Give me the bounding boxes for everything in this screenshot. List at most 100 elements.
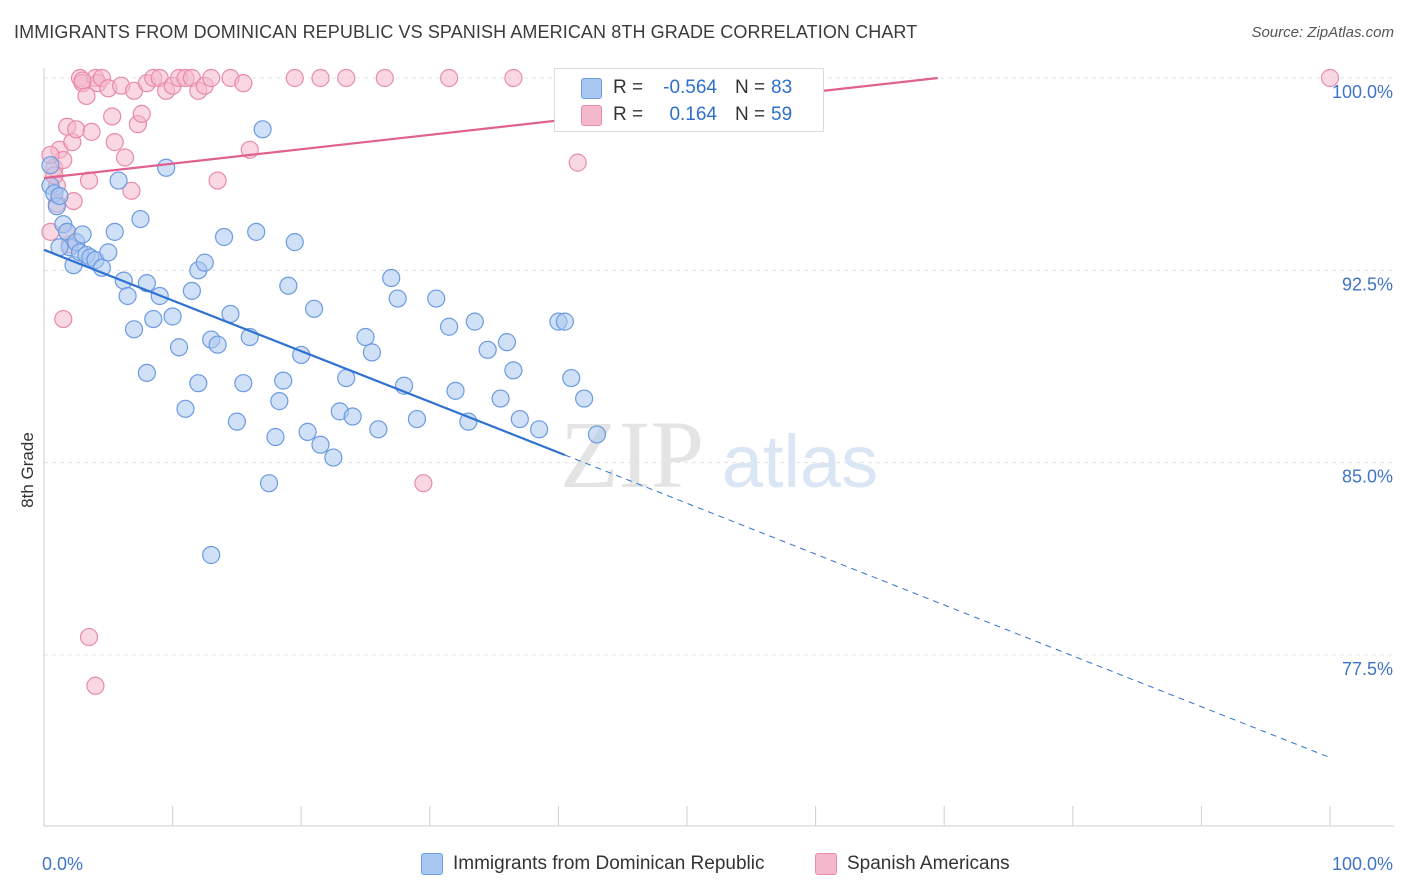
chart-source: Source: ZipAtlas.com (1251, 24, 1394, 41)
data-point-dominican-republic (504, 361, 523, 380)
data-point-dominican-republic (465, 312, 484, 331)
data-point-spanish-americans (568, 153, 587, 172)
y-tick-label: 85.0% (1342, 467, 1393, 487)
y-tick-label: 92.5% (1342, 274, 1393, 294)
data-point-dominican-republic (530, 420, 549, 439)
legend-r-label: R = (613, 77, 644, 98)
data-point-spanish-americans (285, 68, 304, 88)
data-point-dominican-republic (587, 425, 607, 444)
data-point-dominican-republic (555, 312, 574, 331)
legend-r-label: R = (613, 104, 644, 125)
data-point-spanish-americans (115, 148, 135, 167)
data-point-spanish-americans (414, 474, 433, 493)
data-point-spanish-americans (234, 74, 253, 93)
y-tick-label: 77.5% (1342, 659, 1393, 679)
data-point-dominican-republic (439, 317, 459, 336)
data-point-dominican-republic (388, 289, 407, 308)
data-point-dominican-republic (407, 409, 427, 429)
legend-n-value: 83 (771, 77, 793, 98)
data-point-dominican-republic (270, 392, 289, 411)
data-point-dominican-republic (382, 268, 401, 288)
data-point-spanish-americans (1320, 68, 1340, 88)
watermark: ZIP atlas (560, 401, 878, 508)
data-point-spanish-americans (73, 71, 92, 90)
data-point-dominican-republic (124, 320, 144, 339)
legend-swatch-blue (581, 78, 602, 99)
data-point-dominican-republic (137, 274, 156, 293)
data-point-dominican-republic (304, 299, 324, 318)
tick-labels: 77.5% 85.0% 92.5% 100.0% 0.0% 100.0% (42, 82, 1393, 874)
data-point-dominican-republic (356, 327, 375, 347)
data-point-dominican-republic (131, 209, 150, 229)
data-point-dominican-republic (99, 243, 118, 262)
data-point-spanish-americans (311, 68, 330, 88)
data-point-dominican-republic (208, 335, 227, 354)
data-point-dominican-republic (298, 422, 317, 441)
data-point-dominican-republic (285, 233, 304, 252)
data-point-spanish-americans (132, 104, 151, 124)
bottom-legend-label-pink: Spanish Americans (847, 853, 1010, 874)
data-point-dominican-republic (163, 307, 182, 326)
data-point-dominican-republic (50, 186, 69, 206)
data-point-dominican-republic (311, 435, 330, 454)
data-point-dominican-republic (562, 368, 581, 388)
data-point-dominican-republic (202, 545, 221, 565)
data-point-spanish-americans (86, 676, 105, 695)
axes (43, 68, 1394, 827)
legend-r-value: -0.564 (663, 77, 717, 98)
data-point-spanish-americans (208, 171, 227, 190)
data-point-dominican-republic (137, 363, 156, 383)
bottom-legend-swatch-blue (421, 853, 443, 875)
data-point-dominican-republic (253, 120, 272, 139)
data-point-dominican-republic (427, 289, 446, 308)
data-point-spanish-americans (122, 181, 141, 200)
series-dominican-republic (41, 120, 607, 565)
trend-line-dominican-republic-extension (564, 454, 1331, 759)
data-point-spanish-americans (375, 68, 394, 88)
watermark-zip: ZIP (560, 401, 704, 508)
data-point-spanish-americans (67, 120, 86, 139)
data-point-dominican-republic (73, 225, 92, 244)
legend-swatch-pink (581, 105, 602, 126)
data-point-dominican-republic (214, 227, 234, 247)
watermark-atlas: atlas (722, 420, 878, 503)
data-point-dominican-republic (446, 381, 465, 400)
data-point-dominican-republic (157, 158, 176, 177)
data-point-spanish-americans (82, 122, 101, 141)
y-axis-label-wrap: 8th Grade (8, 420, 48, 540)
grid-lines (44, 77, 1394, 656)
data-point-dominican-republic (575, 389, 594, 408)
data-point-dominican-republic (491, 389, 510, 408)
data-point-dominican-republic (189, 374, 208, 393)
data-point-dominican-republic (41, 156, 60, 175)
data-point-dominican-republic (478, 340, 497, 359)
data-point-spanish-americans (103, 107, 122, 126)
data-point-dominican-republic (259, 474, 279, 493)
bottom-legend-swatch-pink (815, 853, 837, 875)
data-point-dominican-republic (459, 412, 478, 431)
data-point-dominican-republic (144, 309, 163, 329)
data-point-spanish-americans (202, 68, 221, 88)
legend-r-value: 0.164 (669, 104, 717, 125)
data-point-dominican-republic (182, 281, 201, 300)
y-tick-label: 100.0% (1332, 82, 1393, 102)
data-point-dominican-republic (266, 427, 285, 447)
trend-line-dominican-republic (43, 248, 566, 456)
legend: R = -0.564 N = 83 R = 0.164 N = 59 (554, 68, 824, 132)
data-point-dominican-republic (510, 409, 529, 429)
data-point-dominican-republic (497, 333, 517, 352)
bottom-legend-label-blue: Immigrants from Dominican Republic (453, 853, 765, 874)
data-point-spanish-americans (439, 68, 459, 88)
data-point-dominican-republic (118, 286, 137, 306)
data-point-dominican-republic (105, 222, 124, 241)
legend-n-label: N = (735, 77, 766, 98)
legend-n-label: N = (735, 104, 766, 125)
data-point-dominican-republic (343, 407, 362, 426)
data-point-spanish-americans (504, 68, 523, 88)
data-point-dominican-republic (274, 371, 293, 390)
data-point-spanish-americans (337, 68, 356, 88)
data-point-dominican-republic (195, 253, 214, 272)
data-point-spanish-americans (54, 309, 73, 329)
data-point-dominican-republic (227, 412, 246, 431)
